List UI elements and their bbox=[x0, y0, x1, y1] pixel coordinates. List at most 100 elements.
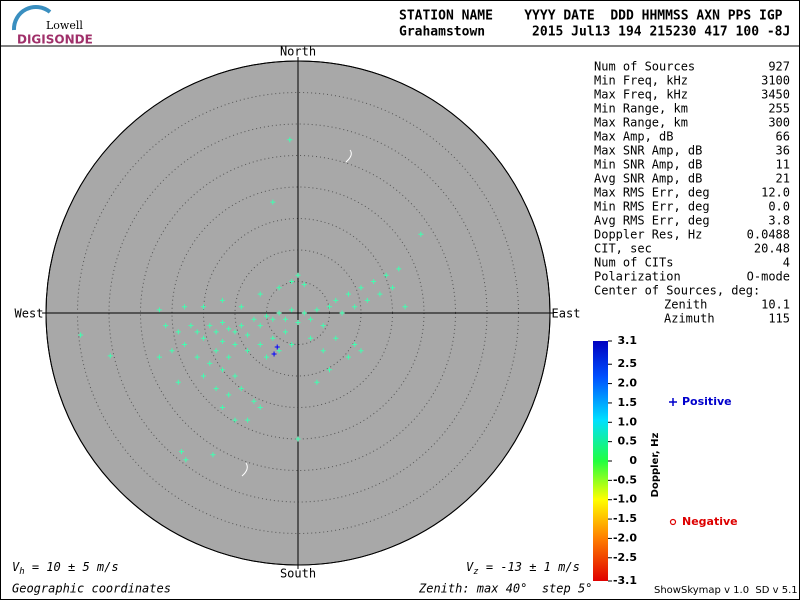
vz-sub: z bbox=[473, 567, 478, 577]
source-point bbox=[213, 348, 219, 354]
source-point bbox=[219, 338, 225, 344]
source-point bbox=[238, 304, 244, 310]
source-point bbox=[232, 373, 238, 379]
stat-value: 66 bbox=[776, 130, 790, 144]
source-point bbox=[333, 297, 339, 303]
stat-value: 3450 bbox=[761, 88, 790, 102]
source-point bbox=[226, 392, 232, 398]
colorbar-tick-label: 1.0 bbox=[618, 415, 638, 428]
stat-label: Min Range, km bbox=[594, 102, 688, 116]
source-point bbox=[251, 316, 257, 322]
source-point bbox=[339, 310, 345, 316]
stat-label: Max SNR Amp, dB bbox=[594, 144, 702, 158]
stat-value: 20.48 bbox=[754, 242, 790, 256]
source-point bbox=[207, 360, 213, 366]
source-point bbox=[78, 332, 84, 338]
source-point bbox=[282, 329, 288, 335]
source-point bbox=[333, 335, 339, 341]
version: ShowSkymap v 1.0 SD v 5.1 bbox=[654, 585, 798, 596]
vh-text: = 10 ± 5 m/s bbox=[25, 560, 119, 574]
source-point bbox=[194, 329, 200, 335]
source-point bbox=[201, 304, 206, 310]
source-point bbox=[245, 348, 251, 354]
source-point bbox=[271, 351, 277, 357]
colorbar-tick-label: 2.0 bbox=[618, 377, 638, 390]
source-point bbox=[276, 348, 282, 354]
plot: North South West East bbox=[15, 45, 581, 581]
source-point bbox=[238, 323, 244, 329]
stat-label: CIT, sec bbox=[594, 242, 652, 256]
stat-value: 21 bbox=[776, 172, 790, 186]
source-point bbox=[289, 342, 295, 347]
source-point bbox=[219, 405, 225, 410]
stat-label: Min Freq, kHz bbox=[594, 74, 688, 88]
source-point bbox=[383, 272, 389, 278]
stat-value: 36 bbox=[776, 144, 790, 158]
source-point bbox=[371, 279, 377, 284]
source-point bbox=[175, 379, 181, 385]
vh-symbol: Vh = 10 ± 5 m/s bbox=[12, 560, 119, 577]
source-point bbox=[257, 342, 263, 347]
stat-value: 0.0 bbox=[768, 200, 790, 214]
source-point bbox=[402, 304, 408, 310]
stat-value: 3100 bbox=[761, 74, 790, 88]
stat-value: 927 bbox=[768, 60, 790, 74]
dir-north: North bbox=[280, 45, 316, 59]
source-point bbox=[219, 367, 225, 373]
source-point bbox=[213, 329, 219, 335]
stat-label: Max Amp, dB bbox=[594, 130, 673, 144]
stat-value: 255 bbox=[768, 102, 790, 116]
source-point bbox=[232, 417, 238, 423]
stat-value: 4 bbox=[783, 256, 790, 270]
stat-label: Min SNR Amp, dB bbox=[594, 158, 702, 172]
source-point bbox=[418, 231, 424, 237]
colorbar-tick-label: -3.1 bbox=[613, 574, 637, 587]
source-point bbox=[352, 342, 358, 347]
colorbar bbox=[593, 341, 608, 581]
header-values: Grahamstown 2015 Jul13 194 215230 417 10… bbox=[399, 25, 790, 40]
colorbar-label: Doppler, Hz bbox=[650, 433, 661, 498]
source-point bbox=[301, 282, 307, 288]
source-point bbox=[352, 304, 358, 310]
source-point bbox=[107, 353, 113, 359]
stat-value: 11 bbox=[776, 158, 790, 172]
stats-center-title: Center of Sources, deg: bbox=[594, 284, 760, 298]
trace bbox=[345, 149, 352, 163]
colorbar-tick-label: 0 bbox=[629, 454, 637, 467]
trace bbox=[241, 462, 248, 477]
stat-label: Doppler Res, Hz bbox=[594, 228, 702, 242]
source-point bbox=[390, 285, 395, 291]
stat-value: 3.8 bbox=[768, 214, 790, 228]
dir-east: East bbox=[552, 307, 581, 321]
dir-west: West bbox=[15, 307, 44, 321]
logo-arc bbox=[11, 4, 52, 31]
source-point bbox=[238, 386, 244, 392]
source-point bbox=[163, 323, 169, 329]
colorbar-tick-label: -2.0 bbox=[613, 531, 637, 544]
center-label: Zenith bbox=[664, 298, 707, 312]
stat-label: Avg SNR Amp, dB bbox=[594, 172, 702, 186]
source-point bbox=[194, 354, 200, 360]
source-point bbox=[183, 457, 189, 463]
source-point bbox=[377, 291, 383, 297]
source-point bbox=[314, 379, 320, 385]
source-point bbox=[245, 417, 251, 423]
source-point bbox=[327, 367, 332, 373]
vh-sub: h bbox=[19, 567, 24, 577]
source-point bbox=[276, 285, 282, 291]
vz-symbol: Vz = -13 ± 1 m/s bbox=[466, 560, 580, 577]
source-point bbox=[345, 291, 351, 297]
stat-label: Max RMS Err, deg bbox=[594, 186, 710, 200]
logo-top: Lowell bbox=[46, 19, 83, 32]
stat-label: Num of Sources bbox=[594, 60, 695, 74]
colorbar-tick-label: -1.0 bbox=[613, 493, 637, 506]
source-point bbox=[156, 354, 162, 360]
zenith-note: Zenith: max 40° step 5° bbox=[418, 582, 592, 596]
source-point bbox=[320, 348, 326, 354]
source-point bbox=[396, 266, 402, 272]
stat-value: 0.0488 bbox=[747, 228, 790, 242]
stat-value: 300 bbox=[768, 116, 790, 130]
source-point bbox=[232, 342, 238, 347]
source-point bbox=[295, 319, 301, 325]
